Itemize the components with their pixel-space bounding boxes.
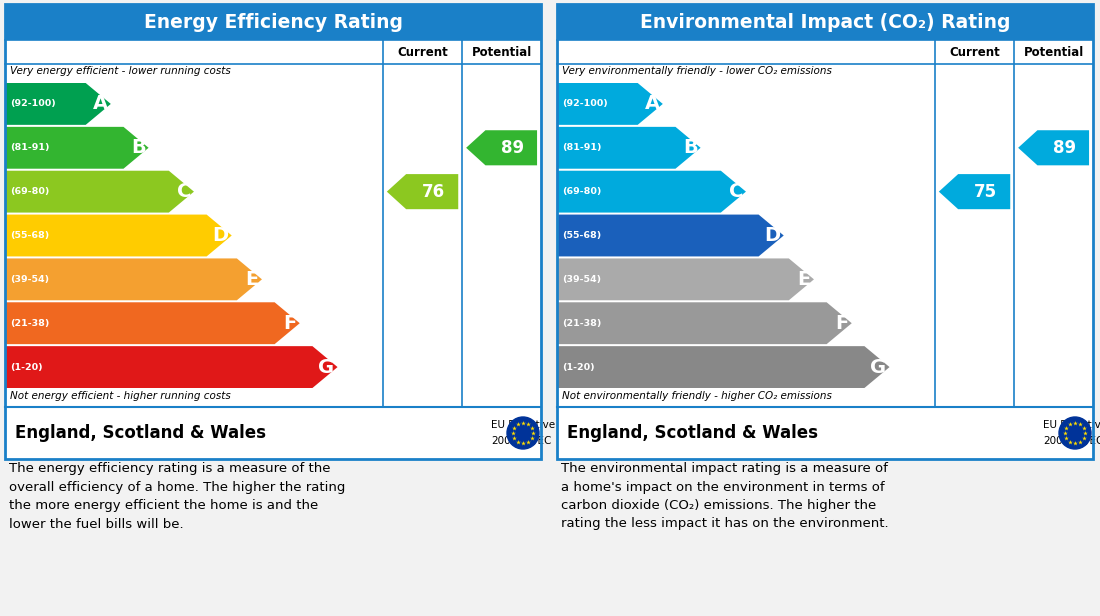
Text: Not environmentally friendly - higher CO₂ emissions: Not environmentally friendly - higher CO… — [562, 391, 832, 401]
Text: (39-54): (39-54) — [10, 275, 49, 284]
Text: (55-68): (55-68) — [10, 231, 49, 240]
Text: (55-68): (55-68) — [562, 231, 602, 240]
Text: C: C — [728, 182, 743, 201]
Text: G: G — [318, 357, 334, 376]
Text: (21-38): (21-38) — [562, 318, 602, 328]
Polygon shape — [6, 302, 299, 344]
Polygon shape — [557, 302, 851, 344]
Polygon shape — [6, 127, 148, 169]
Text: G: G — [870, 357, 887, 376]
Text: The environmental impact rating is a measure of
a home's impact on the environme: The environmental impact rating is a mea… — [561, 462, 889, 530]
Text: EU Directive: EU Directive — [1043, 420, 1100, 430]
Polygon shape — [557, 83, 663, 125]
Polygon shape — [466, 130, 537, 165]
Bar — [557, 4, 1093, 459]
Polygon shape — [557, 214, 783, 256]
Text: England, Scotland & Wales: England, Scotland & Wales — [15, 424, 266, 442]
Bar — [6, 407, 541, 459]
Text: Very energy efficient - lower running costs: Very energy efficient - lower running co… — [10, 66, 231, 76]
Text: (39-54): (39-54) — [562, 275, 601, 284]
Text: 76: 76 — [421, 182, 444, 201]
Text: (69-80): (69-80) — [10, 187, 49, 196]
Text: F: F — [284, 314, 297, 333]
Text: 89: 89 — [1053, 139, 1076, 157]
Text: Very environmentally friendly - lower CO₂ emissions: Very environmentally friendly - lower CO… — [562, 66, 832, 76]
Text: C: C — [177, 182, 191, 201]
Text: A: A — [645, 94, 660, 113]
Text: B: B — [131, 138, 145, 157]
Text: Current: Current — [397, 46, 448, 59]
Text: (69-80): (69-80) — [562, 187, 602, 196]
Text: (92-100): (92-100) — [10, 99, 56, 108]
Text: 75: 75 — [974, 182, 997, 201]
Polygon shape — [6, 83, 111, 125]
Text: D: D — [764, 226, 781, 245]
Text: (92-100): (92-100) — [562, 99, 607, 108]
Polygon shape — [557, 259, 814, 300]
Text: B: B — [683, 138, 697, 157]
Text: (1-20): (1-20) — [562, 363, 595, 371]
Polygon shape — [1019, 130, 1089, 165]
Circle shape — [1059, 417, 1091, 449]
Bar — [557, 407, 1093, 459]
Text: E: E — [798, 270, 811, 289]
Text: Potential: Potential — [472, 46, 531, 59]
Polygon shape — [6, 171, 194, 213]
Text: F: F — [836, 314, 849, 333]
Bar — [6, 4, 541, 459]
Text: (81-91): (81-91) — [562, 144, 602, 152]
Polygon shape — [557, 171, 746, 213]
Polygon shape — [6, 214, 232, 256]
Text: (1-20): (1-20) — [10, 363, 43, 371]
Text: The energy efficiency rating is a measure of the
overall efficiency of a home. T: The energy efficiency rating is a measur… — [9, 462, 345, 530]
Polygon shape — [387, 174, 459, 209]
Text: Environmental Impact (CO₂) Rating: Environmental Impact (CO₂) Rating — [640, 12, 1010, 31]
Text: (21-38): (21-38) — [10, 318, 49, 328]
Circle shape — [507, 417, 539, 449]
Polygon shape — [6, 259, 262, 300]
Bar — [557, 4, 1093, 40]
Polygon shape — [557, 127, 701, 169]
Bar — [6, 4, 541, 459]
Text: Energy Efficiency Rating: Energy Efficiency Rating — [143, 12, 403, 31]
Text: England, Scotland & Wales: England, Scotland & Wales — [566, 424, 818, 442]
Text: Potential: Potential — [1023, 46, 1084, 59]
Text: EU Directive: EU Directive — [491, 420, 556, 430]
Text: (81-91): (81-91) — [10, 144, 49, 152]
Text: D: D — [212, 226, 229, 245]
Bar — [6, 4, 541, 40]
Polygon shape — [6, 346, 338, 388]
Text: 89: 89 — [500, 139, 524, 157]
Bar — [557, 4, 1093, 459]
Text: 2002/91/EC: 2002/91/EC — [491, 436, 551, 446]
Text: 2002/91/EC: 2002/91/EC — [1043, 436, 1100, 446]
Text: Not energy efficient - higher running costs: Not energy efficient - higher running co… — [10, 391, 231, 401]
Polygon shape — [938, 174, 1010, 209]
Polygon shape — [557, 346, 890, 388]
Text: E: E — [245, 270, 258, 289]
Text: A: A — [92, 94, 108, 113]
Text: Current: Current — [949, 46, 1000, 59]
